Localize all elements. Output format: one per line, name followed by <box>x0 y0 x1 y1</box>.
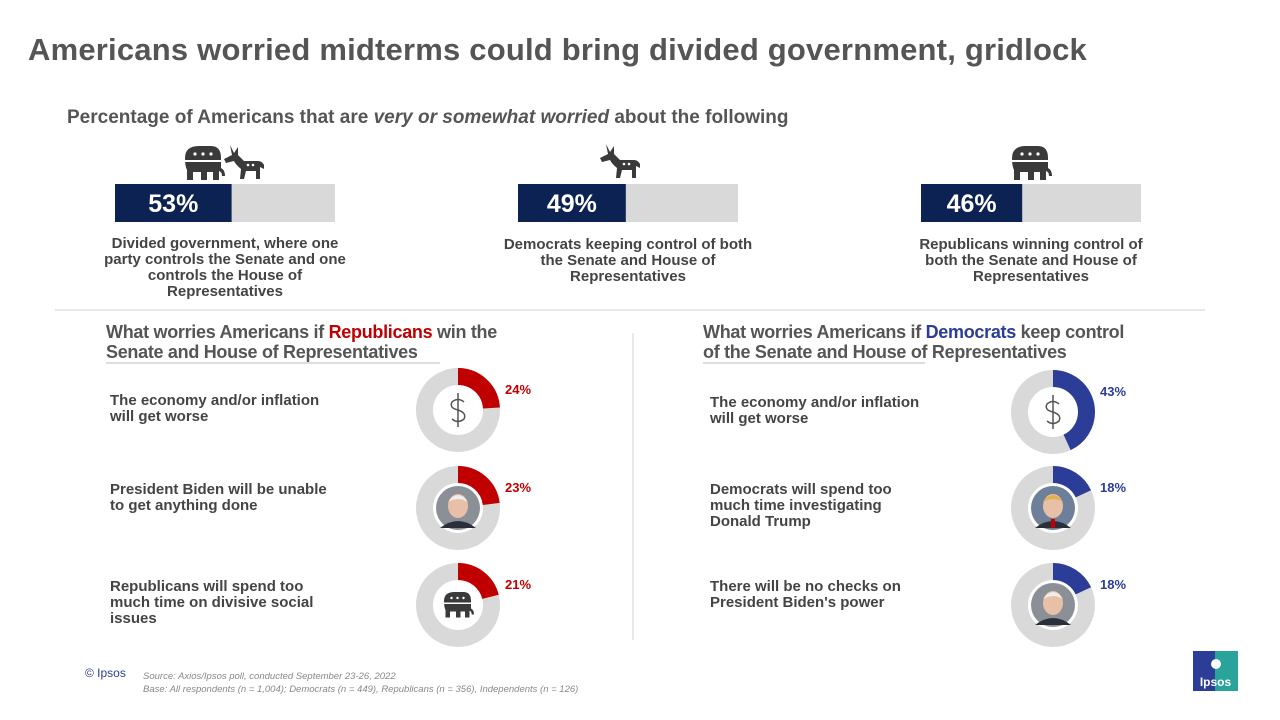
bar <box>115 184 232 222</box>
icon-elephant <box>185 146 225 180</box>
donut-value-label: 24% <box>505 382 531 397</box>
subtitle-emphasis: very or somewhat worried <box>373 107 610 128</box>
bar <box>518 184 626 222</box>
icon-donkey <box>600 144 640 178</box>
icon-dollar <box>1045 395 1061 429</box>
bar-value-label: 53% <box>148 190 198 218</box>
source-line: Source: Axios/Ipsos poll, conducted Sept… <box>143 671 396 682</box>
icon-dollar <box>450 393 466 427</box>
icon-tie <box>1051 519 1055 528</box>
donut-value-label: 18% <box>1100 577 1126 592</box>
section-title-text: What worries Americans if <box>703 322 926 342</box>
icon-elephant <box>1012 146 1052 180</box>
icon-elephant <box>444 592 474 618</box>
item-label: Democrats will spend too much time inves… <box>710 481 892 530</box>
donut-segment <box>1011 466 1095 550</box>
subtitle-text: Percentage of Americans that are <box>67 107 374 128</box>
bar-value-label: 46% <box>947 190 997 218</box>
icon-face <box>1043 591 1063 615</box>
logo <box>1193 651 1215 691</box>
copyright: © Ipsos <box>85 666 126 680</box>
icon-donkey <box>224 145 264 179</box>
logo-text: Ipsos <box>1199 675 1232 689</box>
icon-face <box>448 494 468 518</box>
item-label: Republicans will spend too much time on … <box>110 578 314 627</box>
donut-value-label: 21% <box>505 577 531 592</box>
item-label: The economy and/or inflation will get wo… <box>110 392 320 425</box>
icon-hair <box>1043 495 1063 502</box>
section-title-text: What worries Americans if <box>106 322 329 342</box>
icon-hair <box>1043 592 1063 599</box>
section-title-highlight: Republicans <box>328 322 433 342</box>
icon-face <box>1043 494 1063 518</box>
donut-segment <box>416 563 500 647</box>
donut-segment <box>416 368 500 452</box>
section-title: What worries Americans if Republicans wi… <box>106 322 546 362</box>
subtitle: Percentage of Americans that are very or… <box>67 107 788 129</box>
base-line: Base: All respondents (n = 1,004); Democ… <box>143 684 579 695</box>
icon-suit <box>440 521 476 528</box>
section-title: What worries Americans if Democrats keep… <box>703 322 1143 362</box>
bar-category-label: Democrats keeping control of both the Se… <box>503 236 753 285</box>
bar <box>921 184 1023 222</box>
bar-value-label: 49% <box>547 190 597 218</box>
donut-value-label: 18% <box>1100 480 1126 495</box>
section-title-text: win the Senate and House of Representati… <box>106 322 497 362</box>
logo <box>1211 659 1221 669</box>
title: Americans worried midterms could bring d… <box>28 32 1087 67</box>
item-label: There will be no checks on President Bid… <box>710 578 901 611</box>
section-title-highlight: Democrats <box>925 322 1017 342</box>
section-title-text: keep control of the Senate and House of … <box>703 322 1125 362</box>
donut-segment <box>416 466 500 550</box>
donut-segment <box>1011 370 1095 454</box>
icon-hair <box>448 495 468 502</box>
bar-category-label: Divided government, where one party cont… <box>104 235 346 300</box>
item-label: President Biden will be unable to get an… <box>110 481 327 514</box>
donut-value-label: 23% <box>505 480 531 495</box>
donut-segment <box>1011 563 1095 647</box>
donut-value-label: 43% <box>1100 384 1126 399</box>
bar-category-label: Republicans winning control of both the … <box>919 236 1143 285</box>
subtitle-text: about the following <box>609 107 789 128</box>
source: Source: Axios/Ipsos poll, conducted Sept… <box>143 670 578 696</box>
item-label: The economy and/or inflation will get wo… <box>710 394 920 427</box>
icon-suit <box>1035 618 1071 625</box>
